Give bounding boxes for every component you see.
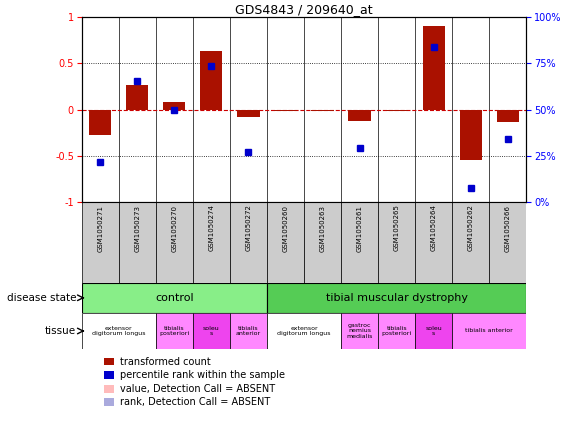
Text: control: control [155, 293, 194, 303]
Bar [274, 110, 297, 111]
Bar [89, 110, 111, 135]
Bar [230, 313, 267, 349]
Bar [82, 283, 267, 313]
Bar [489, 202, 526, 283]
Bar [341, 313, 378, 349]
Text: soleu
s: soleu s [203, 326, 220, 336]
Text: GSM1050263: GSM1050263 [320, 205, 325, 252]
Text: tissue: tissue [45, 326, 76, 336]
Text: extensor
digitorum longus: extensor digitorum longus [277, 326, 331, 336]
Text: GSM1050261: GSM1050261 [356, 205, 363, 252]
Text: transformed count: transformed count [120, 357, 211, 367]
Bar [126, 85, 149, 110]
Text: GSM1050274: GSM1050274 [208, 205, 215, 252]
Text: tibialis
posteriori: tibialis posteriori [382, 326, 412, 336]
Text: gastroc
nemius
medialis: gastroc nemius medialis [346, 323, 373, 339]
Bar [378, 202, 415, 283]
Bar [311, 110, 334, 111]
Text: rank, Detection Call = ABSENT: rank, Detection Call = ABSENT [120, 397, 270, 407]
Text: percentile rank within the sample: percentile rank within the sample [120, 370, 285, 380]
Bar [82, 313, 156, 349]
Bar [156, 202, 193, 283]
Bar [341, 202, 378, 283]
Text: tibialis
anterior: tibialis anterior [236, 326, 261, 336]
Bar [348, 110, 371, 121]
Bar [230, 202, 267, 283]
Bar [267, 202, 304, 283]
Text: tibialis anterior: tibialis anterior [466, 329, 513, 333]
Bar [452, 313, 526, 349]
Bar [238, 110, 260, 117]
Text: GSM1050266: GSM1050266 [505, 205, 511, 252]
Bar [423, 26, 445, 110]
Text: soleu
s: soleu s [426, 326, 442, 336]
Bar [452, 202, 489, 283]
Bar [497, 110, 519, 121]
Bar [386, 110, 408, 111]
Bar [378, 313, 415, 349]
Bar [193, 202, 230, 283]
Bar [200, 51, 222, 110]
Text: GSM1050272: GSM1050272 [245, 205, 252, 252]
Text: disease state: disease state [7, 293, 76, 303]
Bar [156, 313, 193, 349]
Bar [415, 313, 452, 349]
Bar [119, 202, 156, 283]
Text: GSM1050262: GSM1050262 [468, 205, 474, 252]
Text: GSM1050265: GSM1050265 [394, 205, 400, 252]
Text: extensor
digitorum longus: extensor digitorum longus [92, 326, 145, 336]
Text: GSM1050260: GSM1050260 [283, 205, 288, 252]
Bar [163, 102, 185, 110]
Text: tibialis
posteriori: tibialis posteriori [159, 326, 189, 336]
Bar [415, 202, 452, 283]
Bar [304, 202, 341, 283]
Text: GSM1050270: GSM1050270 [171, 205, 177, 252]
Bar [82, 202, 119, 283]
Text: tibial muscular dystrophy: tibial muscular dystrophy [325, 293, 468, 303]
Bar [267, 283, 526, 313]
Text: value, Detection Call = ABSENT: value, Detection Call = ABSENT [120, 384, 275, 394]
Bar [459, 110, 482, 159]
Text: GSM1050271: GSM1050271 [97, 205, 103, 252]
Text: GSM1050273: GSM1050273 [134, 205, 140, 252]
Text: GSM1050264: GSM1050264 [431, 205, 437, 252]
Bar [193, 313, 230, 349]
Bar [267, 313, 341, 349]
Title: GDS4843 / 209640_at: GDS4843 / 209640_at [235, 3, 373, 16]
